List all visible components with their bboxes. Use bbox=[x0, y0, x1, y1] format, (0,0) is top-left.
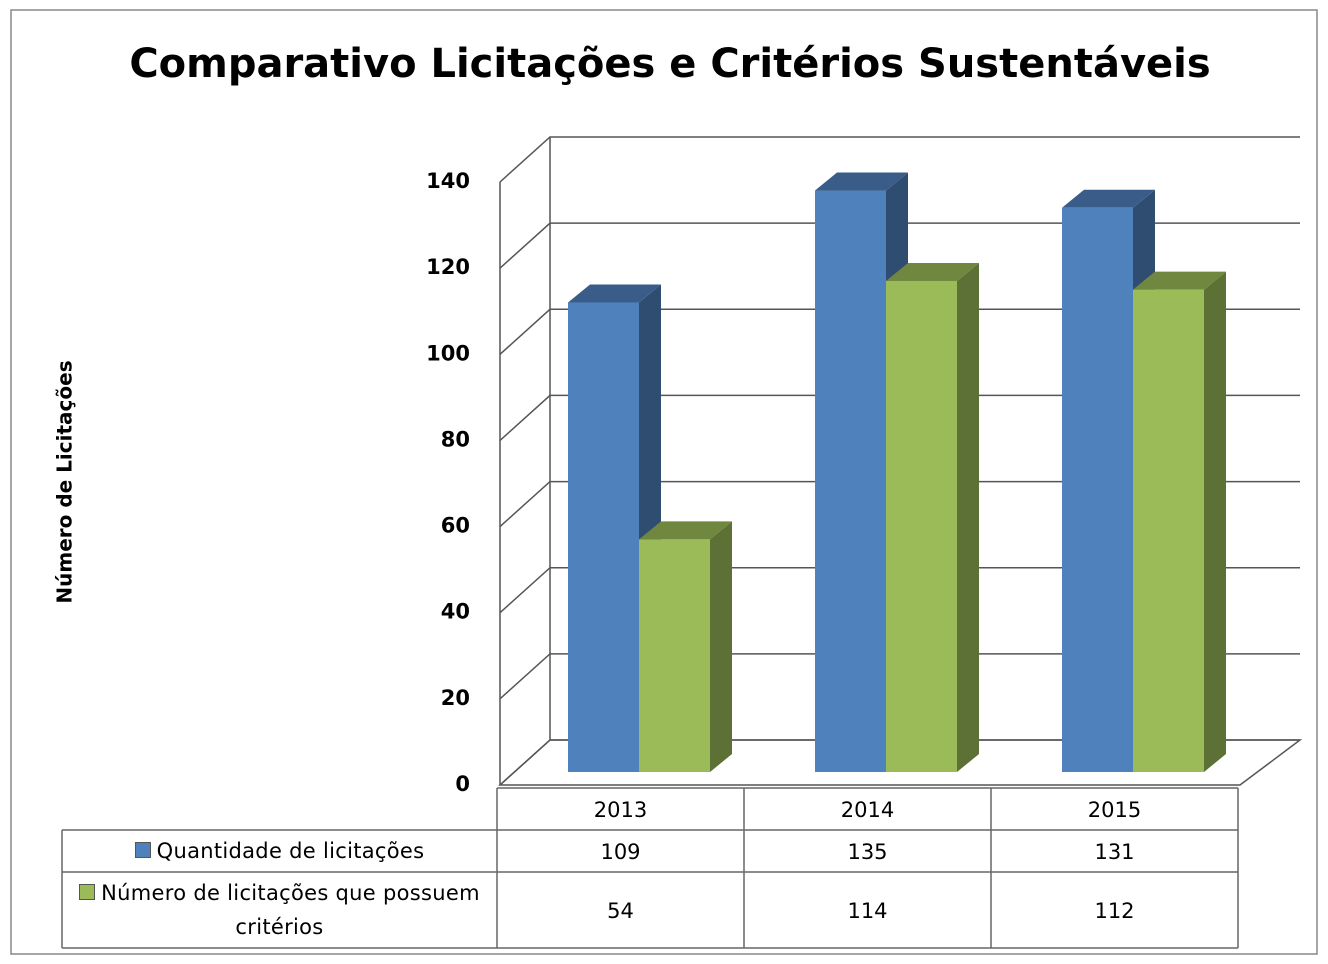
y-tick-label: 0 bbox=[455, 772, 470, 796]
y-axis-label: Número de Licitações bbox=[53, 360, 77, 603]
bar-front bbox=[639, 539, 710, 772]
bar bbox=[639, 521, 732, 772]
bar-side bbox=[710, 521, 732, 772]
y-tick-label: 100 bbox=[426, 341, 470, 365]
legend-label: Quantidade de licitações bbox=[66, 832, 493, 870]
bar-top bbox=[1133, 271, 1226, 290]
table-value: 109 bbox=[600, 840, 640, 864]
y-tick-label: 40 bbox=[441, 600, 470, 624]
bar-side bbox=[1204, 271, 1226, 772]
y-tick-label: 80 bbox=[441, 427, 470, 451]
chart-title: Comparativo Licitações e Critérios Suste… bbox=[129, 41, 1210, 87]
legend-swatch bbox=[134, 842, 151, 858]
legend-text: Quantidade de licitações bbox=[134, 834, 425, 868]
grid-line bbox=[499, 222, 1300, 269]
bar-front bbox=[568, 302, 639, 772]
grid-line bbox=[499, 136, 1300, 183]
bar-top bbox=[568, 284, 661, 303]
grid-line bbox=[499, 308, 1300, 355]
y-tick-label: 120 bbox=[426, 255, 470, 279]
bar-front bbox=[886, 280, 957, 772]
legend-label: Número de licitações que possuem critéri… bbox=[66, 874, 493, 946]
grid-line bbox=[499, 394, 1300, 441]
bar bbox=[886, 262, 979, 772]
bar-side bbox=[957, 262, 979, 772]
y-tick-label: 20 bbox=[441, 686, 470, 710]
x-tick-label: 2013 bbox=[594, 798, 647, 822]
y-tick-label: 60 bbox=[441, 514, 470, 538]
grid-line bbox=[499, 739, 1300, 786]
bar-top bbox=[815, 172, 908, 191]
legend-name: Quantidade de licitações bbox=[156, 839, 425, 863]
table-value: 54 bbox=[607, 899, 634, 923]
y-tick-label: 140 bbox=[426, 169, 470, 193]
table-value: 135 bbox=[847, 840, 887, 864]
table-value: 131 bbox=[1094, 840, 1134, 864]
legend-name: Número de licitações que possuem critéri… bbox=[101, 881, 480, 939]
bar-top bbox=[886, 262, 979, 281]
table-value: 114 bbox=[847, 899, 887, 923]
x-tick-label: 2015 bbox=[1088, 798, 1141, 822]
bar-front bbox=[815, 190, 886, 773]
legend-text: Número de licitações que possuem critéri… bbox=[66, 876, 493, 944]
legend-entry: Quantidade de licitações bbox=[66, 832, 493, 870]
x-tick-label: 2014 bbox=[841, 798, 894, 822]
table-value: 112 bbox=[1094, 899, 1134, 923]
grid-line bbox=[499, 653, 1300, 700]
legend-entry: Número de licitações que possuem critéri… bbox=[66, 874, 493, 946]
bar bbox=[1133, 271, 1226, 772]
bar-front bbox=[1062, 207, 1133, 772]
legend-swatch bbox=[79, 884, 96, 900]
grid-line bbox=[499, 566, 1300, 614]
bar-top bbox=[1062, 189, 1155, 208]
bar-front bbox=[1133, 289, 1204, 772]
bar-top bbox=[639, 521, 732, 540]
grid-line bbox=[499, 480, 1300, 528]
